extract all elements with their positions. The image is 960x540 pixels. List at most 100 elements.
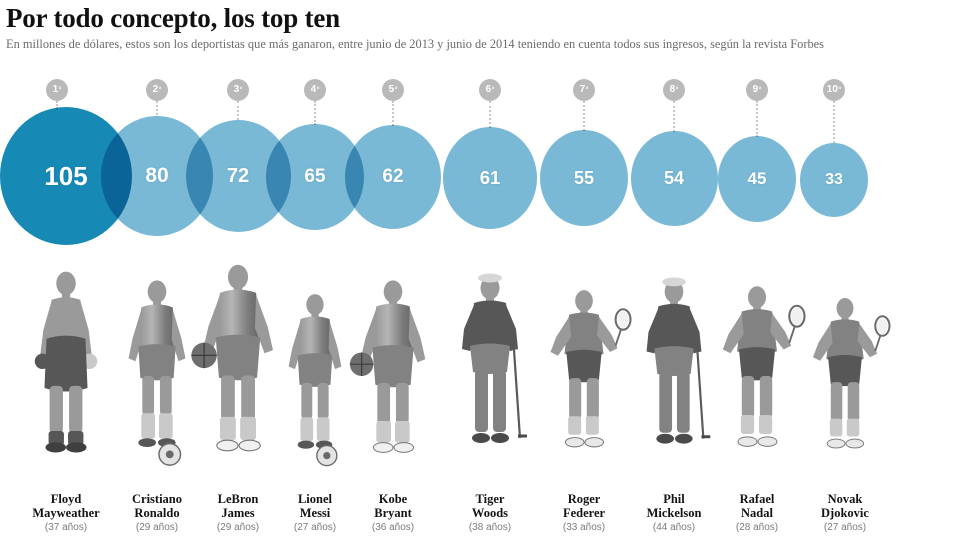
rank-number: 4: [310, 84, 317, 95]
athlete-name: Floyd Mayweather: [32, 492, 100, 520]
athlete-age: (29 años): [216, 522, 260, 533]
athlete-age: (33 años): [562, 522, 606, 533]
athlete-name: Cristiano Ronaldo: [132, 492, 182, 520]
athlete-photo: [799, 294, 892, 472]
athlete-name: Roger Federer: [562, 492, 606, 520]
rank-marker-2[interactable]: 2 °: [146, 79, 168, 101]
athlete-card-4[interactable]: Lionel Messi (27 años): [267, 258, 363, 540]
athlete-caption: Kobe Bryant (36 años): [343, 492, 443, 534]
rank-marker-9[interactable]: 9 °: [746, 79, 768, 101]
rank-number: 2: [152, 84, 159, 95]
bubble-value: 45: [747, 169, 767, 188]
athlete-photo: [708, 282, 807, 472]
athlete-card-3[interactable]: LeBron James (29 años): [188, 258, 288, 540]
rank-marker-6[interactable]: 6 °: [479, 79, 501, 101]
rank-number: 10: [826, 84, 838, 95]
athlete-name: Lionel Messi: [297, 492, 333, 520]
athlete-row: Floyd Mayweather (37 años) Cristiano Ronal…: [0, 258, 960, 540]
rank-marker-3[interactable]: 3 °: [227, 79, 249, 101]
athlete-caption: Lionel Messi (27 años): [267, 492, 363, 534]
bubble-value: 61: [479, 167, 501, 188]
athlete-photo: [106, 276, 208, 472]
athlete-card-8[interactable]: Phil Mickelson (44 años): [622, 258, 726, 540]
rank-degree-symbol: °: [585, 86, 589, 94]
athlete-card-1[interactable]: Floyd Mayweather (37 años): [7, 258, 125, 540]
bubble-chart: 105 80 72 65 62 61 55 54 45 33: [0, 0, 960, 250]
rank-marker-5[interactable]: 5 °: [382, 79, 404, 101]
rank-marker-10[interactable]: 10 °: [823, 79, 845, 101]
athlete-age: (36 años): [371, 522, 415, 533]
athlete-photo: [13, 267, 120, 472]
athlete-age: (37 años): [44, 522, 88, 533]
bubble-value: 72: [226, 164, 250, 187]
rank-number: 9: [752, 84, 759, 95]
bubble-value: 55: [573, 167, 595, 188]
bubble-value: 105: [44, 160, 88, 191]
bubble-value: 80: [145, 164, 169, 187]
athlete-caption: Cristiano Ronaldo (29 años): [105, 492, 209, 534]
rank-marker-8[interactable]: 8 °: [663, 79, 685, 101]
rank-number: 6: [485, 84, 492, 95]
athlete-age: (27 años): [823, 522, 867, 533]
athlete-photo: [342, 276, 444, 472]
athlete-photo: [268, 290, 363, 472]
athlete-name: Kobe Bryant: [374, 492, 412, 520]
bubble-value: 65: [304, 166, 326, 187]
athlete-name: Rafael Nadal: [739, 492, 775, 520]
bubble-1[interactable]: 105: [0, 107, 132, 245]
athlete-photo: [536, 286, 633, 472]
rank-degree-symbol: °: [758, 86, 762, 94]
page-title: Por todo concepto, los top ten: [6, 3, 340, 33]
athlete-caption: Roger Federer (33 años): [534, 492, 634, 534]
bubble-8[interactable]: 54: [630, 130, 718, 226]
rank-number: 7: [579, 84, 586, 95]
athlete-age: (38 años): [468, 522, 512, 533]
athlete-card-5[interactable]: Kobe Bryant (36 años): [343, 258, 443, 540]
rank-number: 8: [669, 84, 676, 95]
bubble-value: 54: [663, 167, 685, 188]
rank-number: 1: [52, 84, 59, 95]
athlete-name: Tiger Woods: [471, 492, 509, 520]
athlete-card-9[interactable]: Rafael Nadal (28 años): [705, 258, 809, 540]
bubble-6[interactable]: 61: [443, 127, 537, 229]
rank-degree-symbol: °: [158, 86, 162, 94]
bubble-9[interactable]: 45: [718, 136, 796, 222]
rank-marker-4[interactable]: 4 °: [304, 79, 326, 101]
rank-degree-symbol: °: [316, 86, 320, 94]
athlete-age: (27 años): [293, 522, 337, 533]
athlete-caption: Tiger Woods (38 años): [438, 492, 542, 534]
athlete-card-7[interactable]: Roger Federer (33 años): [534, 258, 634, 540]
athlete-photo: [438, 272, 542, 472]
athlete-name: Phil Mickelson: [646, 492, 702, 520]
athlete-age: (44 años): [652, 522, 696, 533]
rank-marker-1[interactable]: 1 °: [46, 79, 68, 101]
rank-degree-symbol: °: [675, 86, 679, 94]
rank-degree-symbol: °: [491, 86, 495, 94]
rank-degree-symbol: °: [239, 86, 243, 94]
page-subtitle: En millones de dólares, estos son los de…: [6, 37, 824, 51]
athlete-age: (29 años): [135, 522, 179, 533]
athlete-card-10[interactable]: Novak Djokovic (27 años): [790, 258, 900, 540]
athlete-name: Novak Djokovic: [821, 492, 869, 520]
rank-degree-symbol: °: [838, 86, 842, 94]
athlete-caption: Phil Mickelson (44 años): [622, 492, 726, 534]
header: Por todo concepto, los top ten En millon…: [0, 0, 960, 52]
rank-degree-symbol: °: [58, 86, 62, 94]
athlete-age: (28 años): [735, 522, 779, 533]
athlete-caption: LeBron James (29 años): [188, 492, 288, 534]
rank-marker-7[interactable]: 7 °: [573, 79, 595, 101]
rank-number: 5: [388, 84, 395, 95]
athlete-caption: Floyd Mayweather (37 años): [7, 492, 125, 534]
rank-number: 3: [233, 84, 240, 95]
bubble-7[interactable]: 55: [540, 130, 628, 226]
bubble-10[interactable]: 33: [800, 143, 868, 217]
athlete-caption: Rafael Nadal (28 años): [705, 492, 809, 534]
athlete-photo: [623, 276, 725, 472]
bubble-5[interactable]: 62: [345, 125, 441, 229]
athlete-photo: [183, 260, 293, 472]
bubble-value: 33: [825, 171, 843, 188]
athlete-name: LeBron James: [217, 492, 259, 520]
athlete-card-2[interactable]: Cristiano Ronaldo (29 años): [105, 258, 209, 540]
bubble-value: 62: [382, 166, 404, 187]
athlete-card-6[interactable]: Tiger Woods (38 años): [438, 258, 542, 540]
